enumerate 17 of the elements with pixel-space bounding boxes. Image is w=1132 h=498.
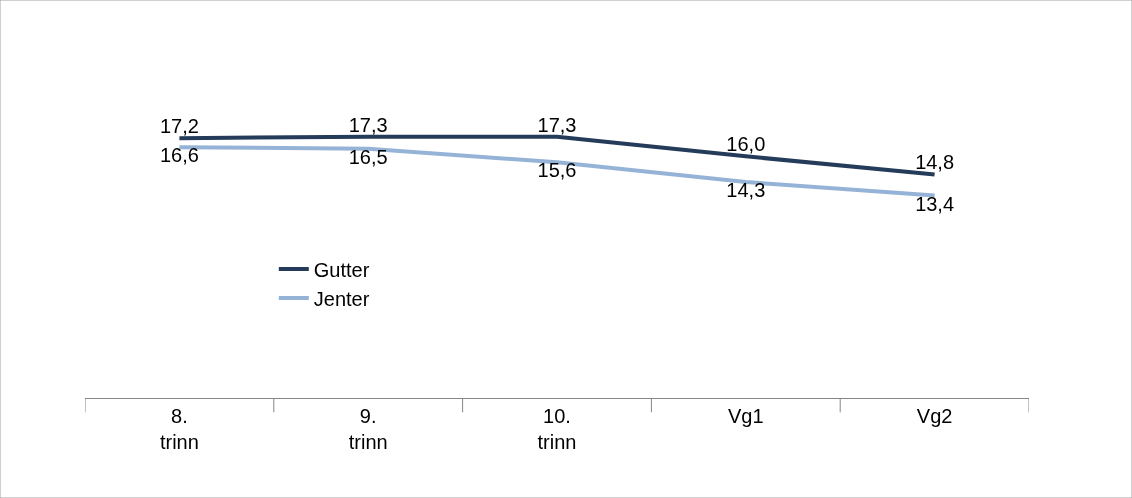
- x-tick-label: Vg1: [728, 405, 764, 427]
- x-tick-label: 10. trinn: [537, 405, 577, 453]
- legend-label: Gutter: [313, 258, 370, 281]
- data-label: 17,3: [537, 113, 577, 136]
- data-label: 14,3: [726, 179, 766, 201]
- x-tick-label: 8. trinn: [159, 405, 199, 453]
- data-label: 13,4: [915, 192, 955, 215]
- data-label: 14,8: [915, 151, 955, 174]
- data-label: 16,5: [348, 145, 388, 168]
- data-label: 17,2: [159, 115, 199, 138]
- legend-label: Jenter: [313, 287, 370, 310]
- data-label: 17,3: [348, 113, 388, 136]
- x-tick-label: Vg2: [916, 405, 953, 427]
- x-tick-label: 9. trinn: [348, 405, 388, 453]
- data-label: 16,6: [159, 144, 199, 167]
- data-label: 15,6: [537, 159, 577, 182]
- data-label: 16,0: [726, 133, 766, 156]
